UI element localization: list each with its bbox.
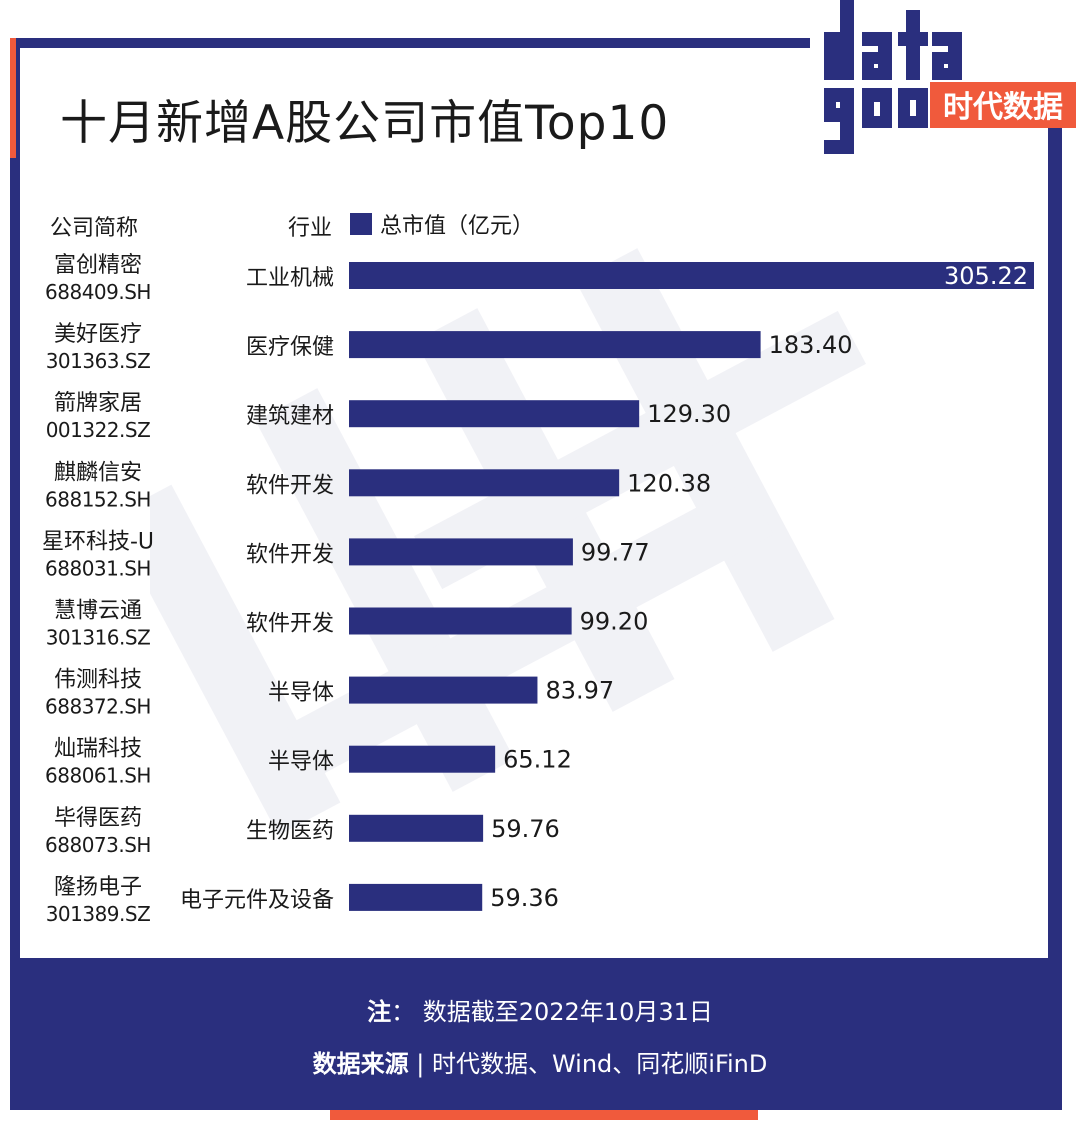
- bar: [349, 469, 620, 497]
- bar-value-label: 65.12: [503, 746, 572, 774]
- company-name: 富创精密: [54, 253, 142, 278]
- bar-value-label: 59.76: [491, 815, 560, 843]
- industry-label: 半导体: [268, 750, 334, 775]
- company-code: 301389.SZ: [46, 902, 151, 926]
- bar: [349, 400, 640, 428]
- bar-value-label: 305.22: [944, 262, 1028, 290]
- bar-value-label: 183.40: [769, 331, 853, 359]
- industry-label: 医疗保健: [246, 335, 334, 360]
- header-company: 公司简称: [50, 216, 139, 241]
- industry-label: 生物医药: [246, 819, 334, 844]
- frame-top-border: [10, 38, 810, 48]
- footer-note: 注： 数据截至2022年10月31日: [0, 992, 1080, 1027]
- company-name: 慧博云通: [54, 599, 142, 624]
- company-code: 688152.SH: [45, 487, 151, 511]
- company-code: 688031.SH: [45, 556, 151, 580]
- company-name: 隆扬电子: [54, 875, 142, 900]
- bar-value-label: 129.30: [647, 400, 731, 428]
- bar-value-label: 99.77: [581, 538, 650, 566]
- footer-panel: [10, 958, 1062, 1110]
- company-code: 688409.SH: [45, 280, 151, 304]
- company-name: 美好医疗: [54, 322, 142, 347]
- datagood-logo: 时代数据: [824, 0, 1076, 154]
- accent-bar-bottom: [330, 1110, 758, 1120]
- industry-label: 电子元件及设备: [180, 888, 334, 913]
- industry-label: 软件开发: [246, 542, 334, 567]
- note-label: 注: [367, 998, 392, 1026]
- source-label: 数据来源: [312, 1050, 409, 1078]
- company-name: 星环科技-U: [42, 529, 154, 554]
- legend-label: 总市值（亿元）: [380, 214, 535, 239]
- frame-right-border: [1048, 110, 1062, 958]
- legend: 总市值（亿元）: [350, 208, 534, 240]
- bar: [349, 262, 1034, 289]
- industry-label: 软件开发: [246, 612, 334, 637]
- industry-label: 软件开发: [246, 473, 334, 498]
- footer-source: 数据来源 | 时代数据、Wind、同花顺iFinD: [0, 1044, 1080, 1079]
- bar: [349, 331, 761, 359]
- bar: [349, 538, 573, 566]
- accent-bar-left: [10, 38, 16, 158]
- company-name: 箭牌家居: [54, 391, 142, 416]
- industry-label: 建筑建材: [246, 404, 334, 429]
- logo-cn-text: 时代数据: [943, 90, 1063, 125]
- company-code: 688073.SH: [45, 833, 151, 857]
- industry-label: 工业机械: [246, 266, 334, 291]
- bar: [349, 883, 483, 911]
- company-name: 毕得医药: [54, 806, 142, 831]
- company-name: 麒麟信安: [54, 460, 142, 485]
- bar: [349, 607, 572, 635]
- company-code: 688372.SH: [45, 695, 151, 719]
- company-name: 伟测科技: [54, 668, 142, 693]
- company-code: 001322.SZ: [46, 418, 151, 442]
- frame-left-border: [10, 38, 20, 958]
- bar-value-label: 59.36: [490, 884, 559, 912]
- bar-value-label: 120.38: [627, 469, 711, 497]
- legend-swatch: [350, 213, 372, 235]
- bar: [349, 814, 484, 842]
- page-title: 十月新增A股公司市值Top10: [60, 96, 670, 151]
- industry-label: 半导体: [268, 681, 334, 706]
- bar-value-label: 83.97: [545, 677, 614, 705]
- header-industry: 行业: [288, 216, 333, 241]
- company-code: 301363.SZ: [46, 349, 151, 373]
- bar: [349, 745, 496, 773]
- note-text: ： 数据截至2022年10月31日: [391, 998, 713, 1026]
- company-name: 灿瑞科技: [54, 737, 142, 762]
- bar: [349, 676, 538, 704]
- company-code: 301316.SZ: [46, 626, 151, 650]
- source-text: | 时代数据、Wind、同花顺iFinD: [408, 1050, 768, 1078]
- company-code: 688061.SH: [45, 764, 151, 788]
- bar-value-label: 99.20: [580, 608, 649, 636]
